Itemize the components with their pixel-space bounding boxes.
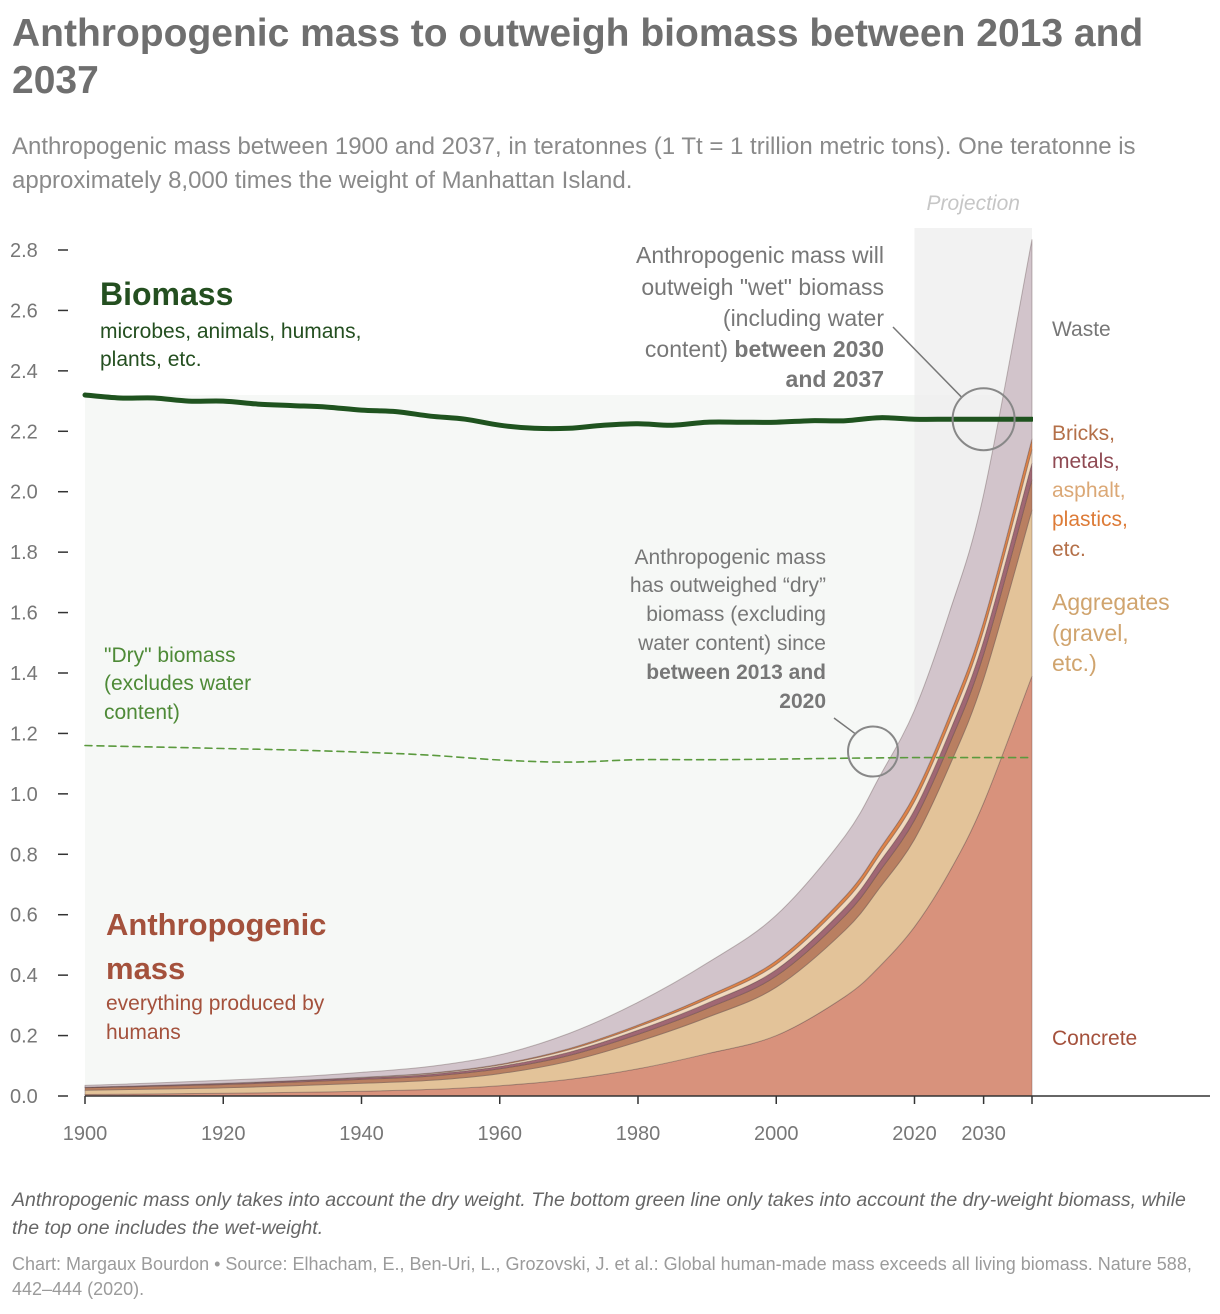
biomass-desc-2: plants, etc. [100,348,202,371]
stacked-areas [84,239,1033,1097]
dry-biomass-label-2: (excludes water [104,672,251,695]
anthro-title-2: mass [106,951,185,986]
anthro-title-1: Anthropogenic [106,907,326,942]
chart-credit: Chart: Margaux Bourdon • Source: Elhacha… [12,1254,1192,1299]
wet-annotation-line-2: outweigh "wet" biomass [641,274,884,300]
y-tick-label: 1.6 [10,603,38,625]
y-tick-label: 2.8 [10,240,38,262]
wet-annotation-line-3: (including water [723,305,884,331]
series-label-etc: etc. [1052,538,1086,561]
wet-annotation-line-4b: between 2030 [734,336,884,362]
x-tick-label: 2020 [892,1123,937,1145]
biomass-title: Biomass [100,276,233,312]
y-tick-label: 0.6 [10,905,38,927]
y-tick-label: 0.8 [10,844,38,866]
dry-crossover-circle [847,725,900,778]
dry-annotation-connector [833,717,856,735]
wet-annotation-line-1: Anthropogenic mass will [636,242,884,268]
y-tick-label: 1.0 [10,784,38,806]
axes: 0.0 0.2 0.4 0.6 0.8 1.0 1.2 1.4 1.6 1.8 2.0 2.2 2.4 2… [10,240,1210,1145]
y-tick-label: 2.2 [10,421,38,443]
y-tick-label: 0.4 [10,965,38,987]
projection-label: Projection [927,192,1020,215]
line-wet_biomass [82,392,1033,432]
series-label-metals: metals, [1052,450,1120,473]
chart-subtitle: Anthropogenic mass between 1900 and 2037… [12,133,1136,194]
wet-annotation-line-4: content) between 2030 [645,336,884,362]
series-label-waste: Waste [1052,318,1111,341]
x-tick-label: 1900 [63,1123,108,1145]
y-tick-label: 0.2 [10,1026,38,1048]
wet-crossover-circle [951,387,1016,452]
area-waste [84,239,1033,1088]
y-tick-label: 1.8 [10,542,38,564]
dry-biomass-label-1: "Dry" biomass [104,644,236,667]
series-label-asphalt: asphalt, [1052,479,1126,502]
line-dry_biomass [84,744,1033,763]
x-tick-label: 1940 [339,1123,384,1145]
y-tick-label: 2.4 [10,361,38,383]
series-label-aggregates-2: (gravel, [1052,620,1129,646]
series-label-aggregates-3: etc.) [1052,650,1097,676]
dry-annotation-line-6: 2020 [779,690,826,713]
y-tick-label: 0.0 [10,1086,38,1108]
anthro-desc-1: everything produced by [106,992,325,1015]
x-tick-label: 2000 [754,1123,799,1145]
x-tick-label: 2030 [961,1123,1006,1145]
series-label-aggregates-1: Aggregates [1052,589,1170,615]
wet-annotation-connector [892,326,963,398]
y-tick-label: 2.6 [10,300,38,322]
biomass-lines [82,392,1033,763]
x-tick-label: 1920 [201,1123,246,1145]
dry-annotation: Anthropogenic mass has outweighed “dry” … [630,546,826,713]
wet-annotation-line-4a: content) [645,336,735,362]
dry-annotation-line-5: between 2013 and [646,661,826,684]
dry-annotation-line-2: has outweighed “dry” [630,574,826,597]
series-label-bricks: Bricks, [1052,422,1115,445]
y-tick-label: 2.0 [10,482,38,504]
dry-biomass-label-3: content) [104,701,180,724]
wet-annotation-line-5: and 2037 [786,366,884,392]
x-tick-label: 1980 [616,1123,661,1145]
series-label-concrete: Concrete [1052,1027,1137,1050]
chart-note: Anthropogenic mass only takes into accou… [12,1189,1186,1239]
chart-title: Anthropogenic mass to outweigh biomass b… [12,12,1144,102]
dry-annotation-line-1: Anthropogenic mass [635,546,826,569]
y-tick-label: 1.4 [10,663,38,685]
dry-annotation-line-4: water content) since [637,632,826,655]
biomass-desc-1: microbes, animals, humans, [100,320,361,343]
area-metals [84,462,1033,1089]
series-label-plastics: plastics, [1052,508,1128,531]
y-tick-label: 1.2 [10,723,38,745]
wet-annotation: Anthropogenic mass will outweigh "wet" b… [636,242,884,392]
x-tick-label: 1960 [477,1123,522,1145]
dry-annotation-line-3: biomass (excluding [646,603,826,626]
anthro-desc-2: humans [106,1021,181,1044]
